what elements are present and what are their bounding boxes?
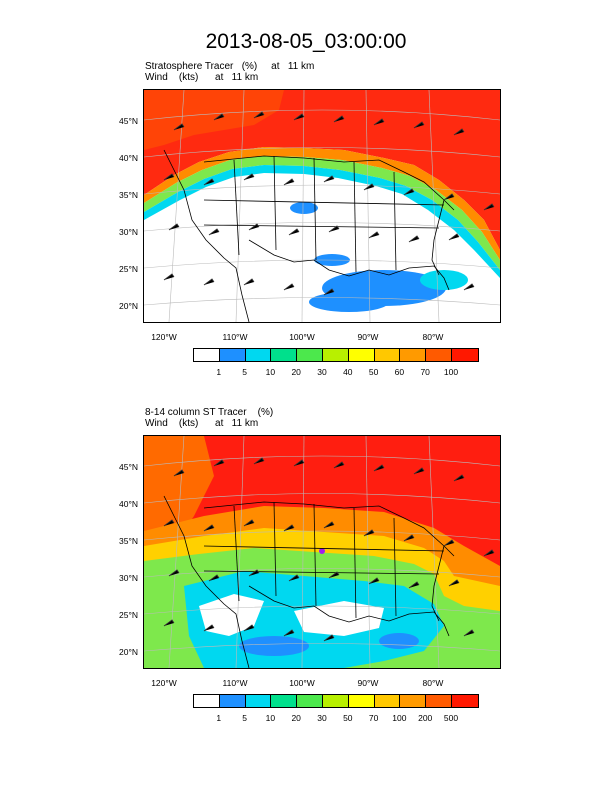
colorbar-label: 70 — [420, 367, 430, 377]
colorbar-label: 100 — [443, 367, 459, 377]
colorbar-swatch — [374, 695, 401, 707]
colorbar-label: 10 — [265, 713, 276, 723]
panel2-lon-label: 120°W — [151, 678, 177, 688]
panel2-zone-blue — [239, 636, 309, 656]
panel2-title-line1: 8-14 column ST Tracer (%) — [145, 407, 274, 418]
panel1-map — [143, 89, 501, 323]
panel1-graticule — [144, 90, 500, 322]
colorbar-swatch — [348, 695, 375, 707]
colorbar-label: 5 — [242, 713, 247, 723]
panel2-wind-barbs — [163, 457, 495, 642]
colorbar-label: 1 — [216, 713, 222, 723]
colorbar-label: 70 — [368, 713, 379, 723]
colorbar-label: 100 — [392, 713, 407, 723]
panel2-lat-label: 20°N — [119, 647, 138, 657]
colorbar-swatch — [297, 695, 323, 707]
panel2-zone-orange-west — [144, 436, 214, 554]
panel1-lon-label: 90°W — [357, 332, 379, 342]
colorbar-swatch — [245, 695, 272, 707]
panel2-map-canvas — [144, 436, 500, 668]
panel1-tracer-band-green — [144, 156, 500, 270]
panel1-lon-label: 80°W — [422, 332, 444, 342]
colorbar-label: 30 — [317, 367, 327, 377]
panel2-colorbar — [193, 694, 479, 708]
panel2-lat-label: 45°N — [119, 462, 138, 472]
colorbar-label: 50 — [368, 367, 379, 377]
colorbar-label: 50 — [343, 713, 353, 723]
panel1-lon-label: 100°W — [289, 332, 315, 342]
panel2-lon-label: 80°W — [422, 678, 444, 688]
panel1-lat-label: 40°N — [119, 153, 138, 163]
panel1-lon-label: 120°W — [151, 332, 177, 342]
colorbar-swatch — [400, 695, 427, 707]
colorbar-swatch — [426, 695, 452, 707]
panel2-graticule — [144, 436, 500, 668]
colorbar-label: 40 — [343, 367, 353, 377]
panel1-gulf-patch-2 — [309, 292, 389, 312]
panel2-lat-label: 35°N — [119, 536, 138, 546]
colorbar-swatch — [322, 349, 349, 361]
colorbar-label: 500 — [443, 713, 459, 723]
panel1-lat-label: 30°N — [119, 227, 138, 237]
panel2-lat-label: 25°N — [119, 610, 138, 620]
colorbar-swatch — [426, 349, 452, 361]
panel1-title-line2: Wind (kts) at 11 km — [145, 72, 259, 83]
panel1-west-patch — [290, 202, 318, 214]
colorbar-swatch — [245, 349, 272, 361]
colorbar-swatch — [297, 349, 323, 361]
panel2-lon-label: 90°W — [357, 678, 379, 688]
panel2-zone-white-2 — [294, 601, 384, 636]
panel2-purple-marker — [319, 548, 325, 554]
colorbar-swatch — [400, 349, 427, 361]
panel1-map-canvas — [144, 90, 500, 322]
panel1-lat-label: 35°N — [119, 190, 138, 200]
panel2-lon-label: 110°W — [222, 678, 248, 688]
panel2-zone-white-1 — [199, 594, 264, 636]
colorbar-swatch — [219, 349, 246, 361]
panel2-lon-label: 100°W — [289, 678, 315, 688]
panel1-gulf-patch-3 — [420, 270, 468, 290]
colorbar-swatch — [219, 695, 246, 707]
panel2-map — [143, 435, 501, 669]
panel1-lat-label: 20°N — [119, 301, 138, 311]
colorbar-label: 60 — [394, 367, 405, 377]
panel2-coastlines — [163, 495, 455, 668]
panel1-lat-label: 25°N — [119, 264, 138, 274]
colorbar-swatch — [271, 695, 298, 707]
colorbar-swatch — [348, 349, 375, 361]
colorbar-label: 20 — [291, 713, 301, 723]
panel1-lon-label: 110°W — [222, 332, 248, 342]
colorbar-swatch — [322, 695, 349, 707]
colorbar-swatch — [271, 349, 298, 361]
panel2-lat-label: 40°N — [119, 499, 138, 509]
panel2-title-line2: Wind (kts) at 11 km — [145, 418, 259, 429]
colorbar-swatch — [374, 349, 401, 361]
colorbar-label: 200 — [418, 713, 433, 723]
colorbar-swatch — [451, 349, 478, 361]
panel1-tracer-high — [144, 90, 500, 250]
colorbar-label: 1 — [216, 367, 222, 377]
main-title: 2013-08-05_03:00:00 — [205, 30, 407, 53]
panel2-zone-blue-2 — [379, 633, 419, 649]
colorbar-swatch — [451, 695, 478, 707]
panel1-lat-label: 45°N — [119, 116, 138, 126]
colorbar-swatch — [194, 695, 220, 707]
panel1-colorbar — [193, 348, 479, 362]
colorbar-label: 20 — [291, 367, 301, 377]
colorbar-label: 5 — [242, 367, 247, 377]
panel1-coastlines — [163, 149, 455, 322]
panel1-tracer-band-cyan — [144, 165, 500, 278]
colorbar-swatch — [194, 349, 220, 361]
panel2-zone-red-east — [474, 436, 500, 566]
panel1-title-line1: Stratosphere Tracer (%) at 11 km — [145, 61, 315, 72]
panel1-wind-barbs — [163, 111, 495, 296]
colorbar-label: 10 — [265, 367, 276, 377]
colorbar-label: 30 — [317, 713, 327, 723]
panel2-lat-label: 30°N — [119, 573, 138, 583]
